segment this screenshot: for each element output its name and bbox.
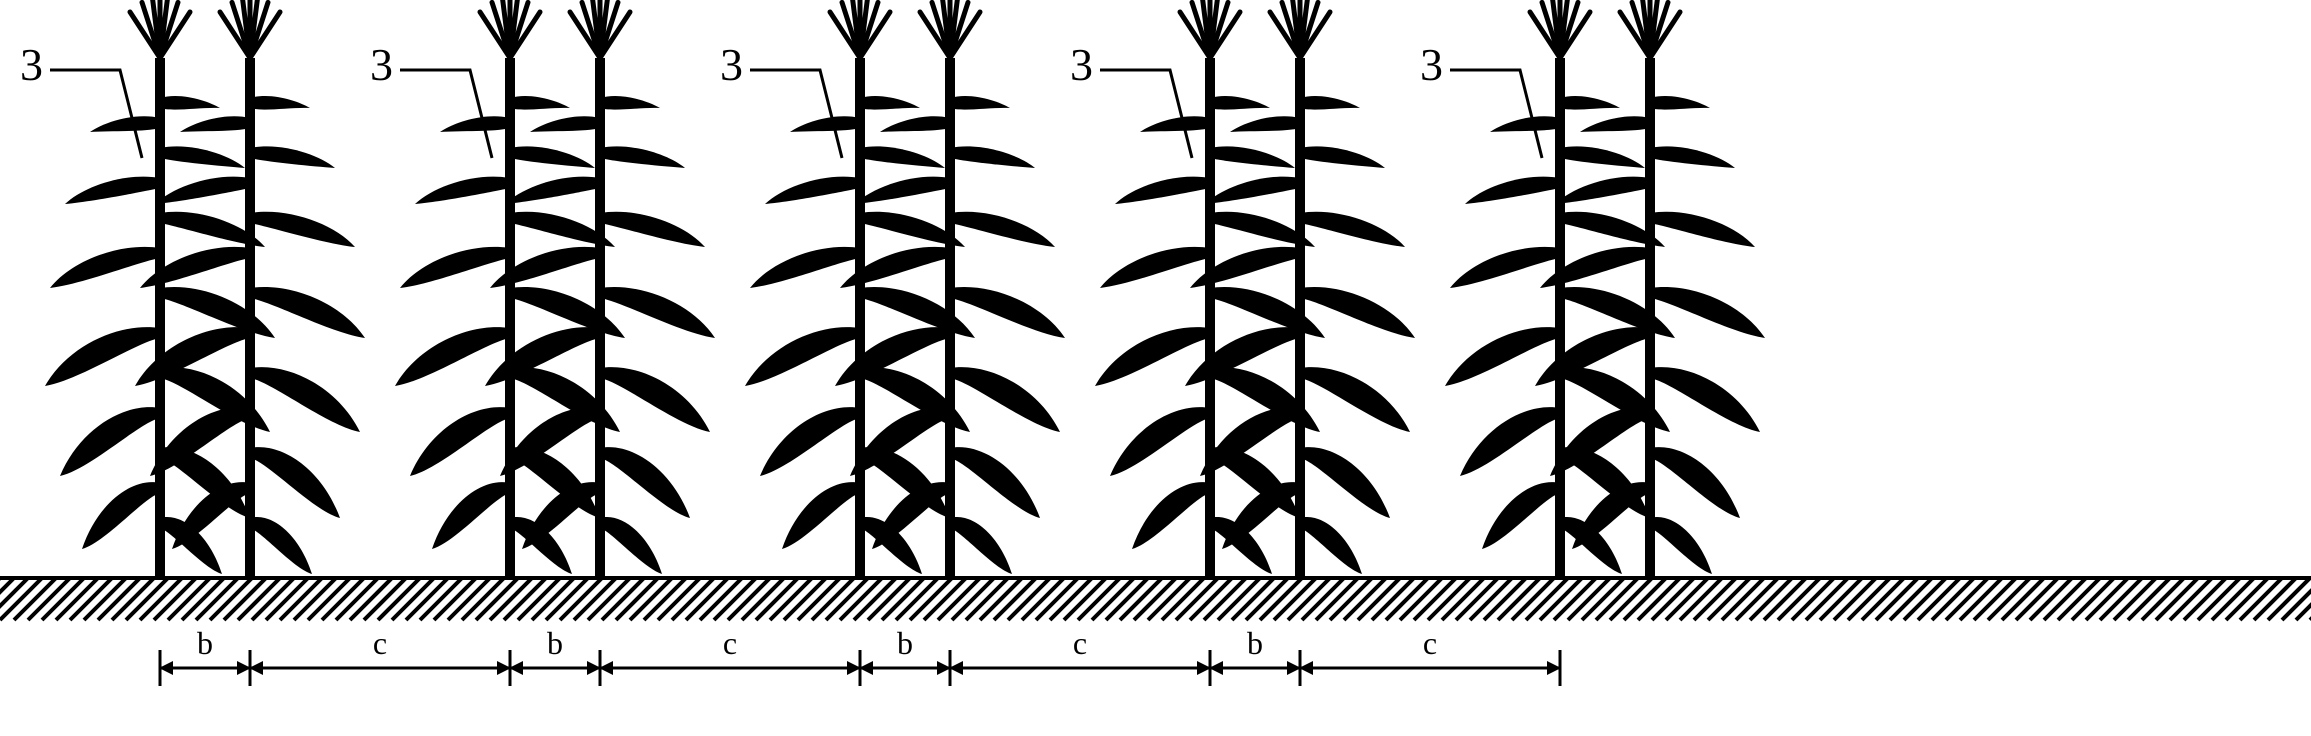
dimension-label: c (373, 625, 387, 661)
plant-pair: 3 (1070, 0, 1415, 578)
callout-leader (50, 70, 142, 158)
callout-label: 3 (20, 39, 43, 90)
callout-leader (750, 70, 842, 158)
dimension-label: b (197, 625, 213, 661)
dimension: c (250, 625, 510, 686)
dimension-label: b (547, 625, 563, 661)
dimension-label: b (897, 625, 913, 661)
dimension: b (860, 625, 950, 686)
callout-leader (1100, 70, 1192, 158)
dimension: b (1210, 625, 1300, 686)
dimension-label: c (1423, 625, 1437, 661)
callout-label: 3 (720, 39, 743, 90)
dimension-label: b (1247, 625, 1263, 661)
callout-leader (400, 70, 492, 158)
dimension: b (510, 625, 600, 686)
planting-diagram: 3 3 3 3 3 b c b c b c b c (0, 0, 2311, 736)
callout-leader (1450, 70, 1542, 158)
plant-pair: 3 (20, 0, 365, 578)
callout-label: 3 (1070, 39, 1093, 90)
dimension: b (160, 625, 250, 686)
dimension: c (1300, 625, 1560, 686)
dimension-label: c (1073, 625, 1087, 661)
plant-pair: 3 (370, 0, 715, 578)
dimension: c (600, 625, 860, 686)
ground-hatch (0, 578, 2311, 620)
plant-pair: 3 (1420, 0, 1765, 578)
dimension: c (950, 625, 1210, 686)
plant-pair: 3 (720, 0, 1065, 578)
dimension-label: c (723, 625, 737, 661)
callout-label: 3 (1420, 39, 1443, 90)
callout-label: 3 (370, 39, 393, 90)
